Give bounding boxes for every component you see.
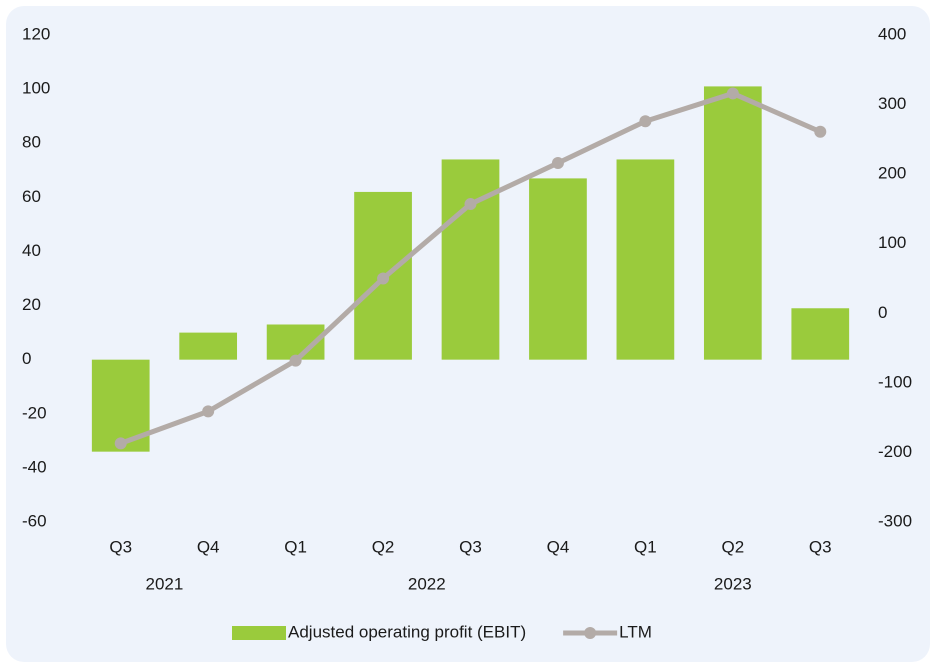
bar [703,86,762,360]
line-marker [289,354,302,367]
line-marker [377,272,390,285]
bar [529,178,587,360]
x-group-label: 2021 [146,574,184,593]
legend-label: LTM [619,622,652,641]
x-tick-label: Q1 [634,537,657,556]
y-tick-label: -40 [22,457,47,476]
y2-tick-label: 0 [878,303,887,322]
y-tick-label: -20 [22,403,47,422]
x-tick-label: Q1 [284,537,307,556]
x-tick-label: Q3 [459,537,482,556]
y2-tick-label: -200 [878,442,912,461]
line-marker [114,437,127,450]
x-tick-label: Q4 [547,537,570,556]
legend-marker [584,627,597,639]
line-marker [814,125,827,138]
legend-swatch [232,626,286,640]
y-tick-label: 20 [22,295,41,314]
y-tick-label: -60 [22,511,47,530]
y-tick-label: 0 [22,349,31,368]
y-tick-label: 120 [22,24,50,43]
x-tick-label: Q3 [809,537,832,556]
line-marker [726,87,739,100]
y-tick-label: 100 [22,79,50,98]
bar [616,159,675,360]
bar [441,159,500,360]
y-tick-label: 40 [22,241,41,260]
x-group-label: 2022 [408,574,446,593]
x-group-label: 2023 [714,574,752,593]
bar [791,308,850,360]
y2-tick-label: 200 [878,164,906,183]
y2-tick-label: -300 [878,511,912,530]
y2-tick-label: 300 [878,94,906,113]
y2-tick-label: -100 [878,372,912,391]
bar [179,332,238,360]
y-tick-label: 60 [22,187,41,206]
line-marker [464,198,477,211]
y2-tick-label: 100 [878,233,906,252]
x-tick-label: Q2 [372,537,395,556]
line-marker [639,115,652,128]
legend-label: Adjusted operating profit (EBIT) [288,622,526,641]
y2-tick-label: 400 [878,24,906,43]
y-tick-label: 80 [22,133,41,152]
x-tick-label: Q2 [721,537,744,556]
line-marker [551,157,564,170]
x-tick-label: Q3 [109,537,132,556]
line-marker [202,405,215,418]
x-tick-label: Q4 [197,537,220,556]
